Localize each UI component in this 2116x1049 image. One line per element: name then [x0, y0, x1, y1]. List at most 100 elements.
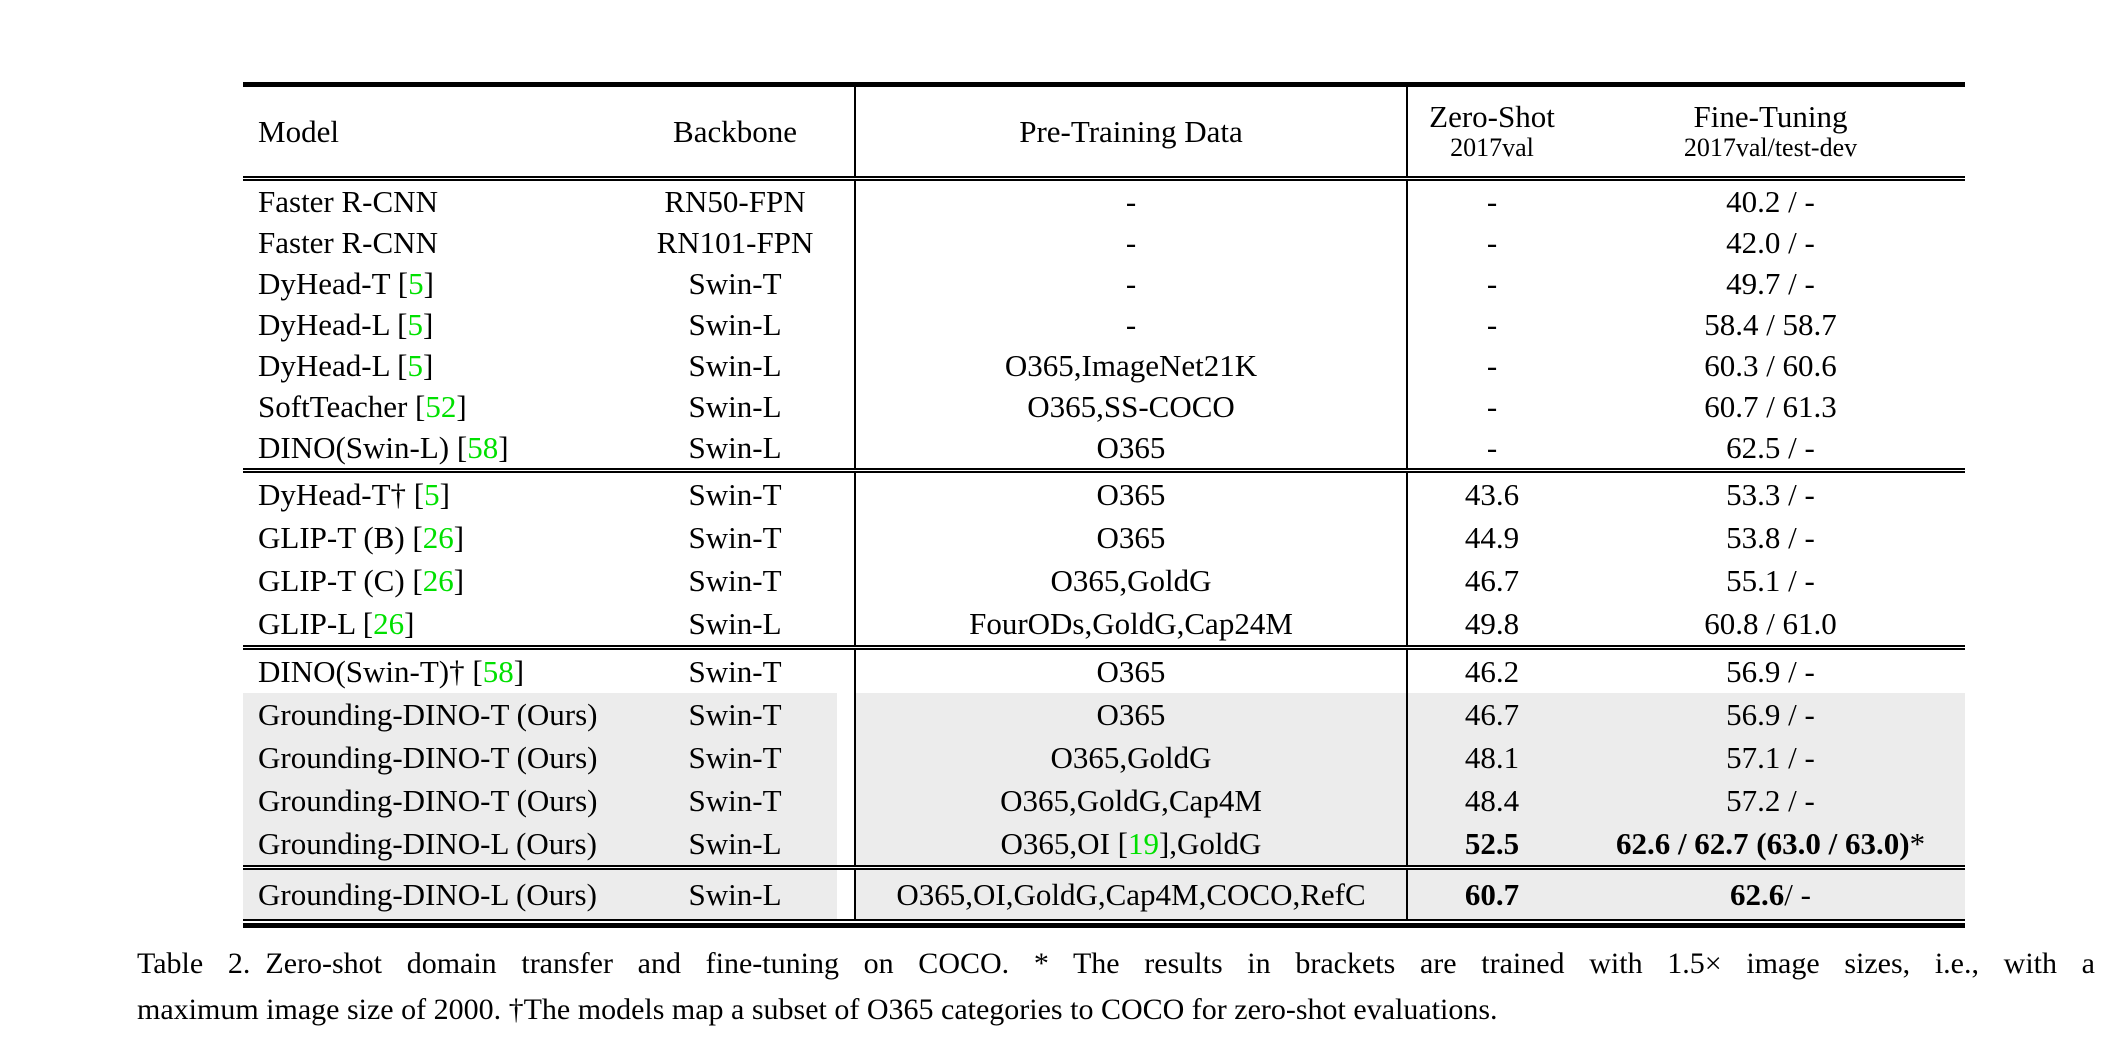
citation-link[interactable]: 52	[425, 388, 457, 424]
column-separator	[854, 263, 856, 304]
text-segment: Grounding-DINO-T (Ours)	[258, 696, 598, 732]
table-row: DINO(Swin-T)† [58] Swin-T O365 46.2 56.9 / -	[243, 650, 1965, 693]
citation-link[interactable]: 5	[407, 347, 423, 383]
text-segment: 62.6 / 62.7 (63.0 / 63.0)	[1615, 825, 1910, 861]
column-separator	[1406, 650, 1408, 693]
zeroshot-cell: 49.8	[1464, 605, 1520, 641]
spacer	[837, 181, 854, 222]
column-separator	[854, 650, 856, 693]
table-top-rule	[243, 82, 1965, 87]
table-row: Grounding-DINO-L (Ours) Swin-L O365,OI,Gol…	[243, 870, 1965, 919]
text-segment: FourODs,GoldG,Cap24M	[969, 605, 1293, 641]
citation-link[interactable]: 26	[373, 605, 405, 641]
text-segment: O365,SS-COCO	[1027, 388, 1235, 424]
text-segment: 57.1 / -	[1726, 739, 1815, 775]
text-segment: ]	[422, 306, 434, 342]
table-row: GLIP-T (B) [26] Swin-T O365 44.9 53.8 / -	[243, 516, 1965, 559]
text-segment: *	[1909, 825, 1926, 861]
text-segment: O365	[1096, 653, 1166, 689]
text-segment: -	[1125, 265, 1137, 301]
zeroshot-cell: 48.4	[1408, 779, 1576, 822]
col-header-finetune: Fine-Tuning 2017val/test-dev	[1576, 87, 1965, 176]
zeroshot-cell: 60.7	[1408, 870, 1576, 919]
text-segment: O365,ImageNet21K	[1004, 347, 1258, 383]
table-body: Faster R-CNN RN50-FPN - -40.2 / - Faster R-C…	[243, 181, 1965, 919]
pretrain-cell: O365,GoldG	[856, 736, 1406, 779]
text-segment: Grounding-DINO-L (Ours)	[258, 825, 597, 861]
finetune-title: Fine-Tuning	[1693, 99, 1848, 135]
column-separator	[854, 304, 856, 345]
table-row: DINO(Swin-L) [58] Swin-L O365 - 62.5 / -	[243, 427, 1965, 468]
text-segment: O365	[1096, 429, 1166, 465]
text-segment: 62.6	[1730, 876, 1785, 912]
table-row: Grounding-DINO-T (Ours) Swin-T O365,GoldG,…	[243, 779, 1965, 822]
finetune-cell: 62.6 / 62.7 (63.0 / 63.0) *	[1576, 822, 1965, 865]
finetune-cell: 53.8 / -	[1576, 516, 1965, 559]
zeroshot-cell: 52.5	[1408, 822, 1576, 865]
finetune-cell: 62.5 / -	[1576, 427, 1965, 468]
column-separator	[854, 181, 856, 222]
results-table: Model Backbone Pre-Training Data Zero-Sh…	[243, 82, 1965, 928]
text-segment: O365	[1096, 696, 1166, 732]
table-row: Grounding-DINO-L (Ours) Swin-L O365,OI [19…	[243, 822, 1965, 865]
column-separator	[854, 559, 856, 602]
text-segment: ]	[423, 265, 434, 301]
column-separator	[854, 693, 856, 736]
text-segment: Faster R-CNN	[258, 224, 438, 260]
column-separator	[1406, 386, 1408, 427]
citation-link[interactable]: 5	[424, 476, 440, 512]
pretrain-cell: O365	[856, 516, 1406, 559]
text-segment: ]	[439, 476, 450, 512]
citation-link[interactable]: 26	[422, 519, 454, 555]
group-separator-rule	[243, 865, 1965, 870]
finetune-cell: 42.0 / -	[1576, 222, 1965, 263]
column-separator	[1406, 263, 1408, 304]
backbone-cell: Swin-L	[633, 822, 837, 865]
backbone-cell: Swin-T	[688, 265, 782, 301]
column-separator	[854, 870, 856, 919]
backbone-cell: Swin-L	[688, 306, 782, 342]
text-segment: GLIP-L [	[258, 605, 374, 641]
model-cell: DyHead-T† [5]	[243, 473, 633, 516]
group-separator-rule	[243, 468, 1965, 473]
citation-link[interactable]: 5	[408, 265, 424, 301]
column-separator	[1406, 693, 1408, 736]
backbone-cell: Swin-L	[688, 429, 782, 465]
pretrain-cell: -	[856, 181, 1406, 222]
citation-link[interactable]: 26	[422, 562, 454, 598]
model-cell: Grounding-DINO-T (Ours)	[243, 693, 633, 736]
spacer	[837, 559, 854, 602]
backbone-cell: Swin-T	[688, 519, 782, 555]
spacer	[837, 304, 854, 345]
backbone-cell: RN50-FPN	[664, 183, 806, 219]
model-cell: Faster R-CNN	[243, 181, 633, 222]
finetune-subtitle: 2017val/test-dev	[1683, 133, 1858, 163]
column-separator	[854, 222, 856, 263]
backbone-cell: Swin-T	[688, 653, 782, 689]
zeroshot-cell: 46.7	[1408, 693, 1576, 736]
table-row: GLIP-L [26] Swin-L FourODs,GoldG,Cap24M 49.…	[243, 602, 1965, 645]
citation-link[interactable]: 58	[467, 429, 499, 465]
citation-link[interactable]: 58	[482, 653, 514, 689]
finetune-cell: 62.6 / -	[1576, 870, 1965, 919]
text-segment: DINO(Swin-T)† [	[258, 653, 483, 689]
text-segment: O365,OI [	[1000, 825, 1128, 861]
col-header-pretrain: Pre-Training Data	[1019, 113, 1243, 149]
text-segment: O365,GoldG,Cap4M	[1000, 782, 1262, 818]
table-header-row: Model Backbone Pre-Training Data Zero-Sh…	[243, 87, 1965, 176]
citation-link[interactable]: 19	[1127, 825, 1159, 861]
text-segment: Grounding-DINO-T (Ours)	[258, 782, 598, 818]
zeroshot-cell: 43.6	[1464, 476, 1520, 512]
finetune-cell: 60.3 / 60.6	[1576, 345, 1965, 386]
citation-link[interactable]: 5	[407, 306, 423, 342]
table-row: Grounding-DINO-T (Ours) Swin-T O365 46.7 56.…	[243, 693, 1965, 736]
model-cell: DyHead-L [5]	[243, 304, 633, 345]
text-segment: ]	[513, 653, 525, 689]
text-segment: GLIP-T (B) [	[258, 519, 423, 555]
model-cell: DyHead-T [5]	[243, 263, 633, 304]
text-segment: / -	[1784, 876, 1811, 912]
finetune-cell: 57.1 / -	[1576, 736, 1965, 779]
table-row: DyHead-T† [5] Swin-T O365 43.6 53.3 / -	[243, 473, 1965, 516]
spacer	[837, 473, 854, 516]
caption-line-2: maximum image size of 2000. †The models …	[137, 993, 1498, 1026]
